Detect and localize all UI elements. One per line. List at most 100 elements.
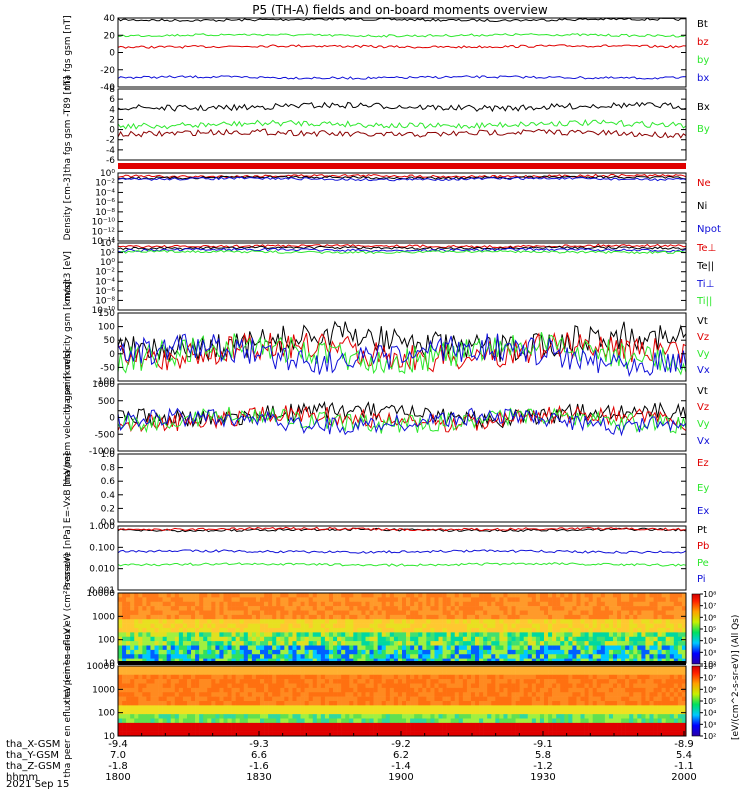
heatmap-cell (170, 593, 176, 598)
heatmap-cell (511, 722, 516, 728)
heatmap-cell (406, 714, 411, 719)
heatmap-cell (264, 649, 269, 655)
heatmap-cell (592, 632, 598, 638)
y-tick-label: 20 (104, 31, 116, 41)
heatmap-cell (308, 696, 314, 702)
heatmap-cell (430, 701, 435, 706)
heatmap-cell (479, 658, 484, 664)
heatmap-cell (255, 601, 261, 607)
heatmap-cell (406, 597, 411, 603)
colorbar-tick-label: 10³ (703, 720, 716, 729)
heatmap-cell (166, 705, 172, 711)
heatmap-cell (621, 709, 626, 715)
heatmap-cell (199, 610, 204, 616)
heatmap-cell (410, 628, 415, 633)
heatmap-cell (458, 645, 464, 651)
heatmap-cell (519, 614, 525, 620)
heatmap-cell (588, 658, 593, 664)
heatmap-cell (219, 641, 224, 646)
heatmap-cell (373, 722, 378, 728)
heatmap-cell (195, 692, 200, 697)
heatmap-cell (341, 649, 346, 655)
heatmap-cell (669, 692, 675, 697)
heatmap-cell (158, 597, 163, 603)
heatmap-cell (118, 645, 123, 651)
heatmap-cell (349, 601, 354, 607)
heatmap-cell (247, 614, 253, 620)
heatmap-cell (373, 714, 378, 719)
heatmap-cell (572, 701, 577, 706)
y-tick-label: 10 (104, 659, 116, 669)
heatmap-cell (470, 701, 476, 706)
heatmap-cell (612, 701, 618, 706)
heatmap-cell (118, 614, 123, 620)
heatmap-cell (324, 696, 330, 702)
heatmap-cell (556, 645, 561, 651)
heatmap-cell (625, 718, 630, 724)
heatmap-cell (600, 731, 606, 737)
heatmap-cell (215, 649, 220, 655)
heatmap-cell (560, 636, 565, 642)
heatmap-cell (483, 636, 488, 642)
heatmap-cell (397, 610, 403, 616)
heatmap-cell (178, 632, 184, 638)
heatmap-cell (657, 722, 662, 728)
heatmap-cell (255, 722, 261, 728)
heatmap-cell (328, 610, 334, 616)
series-vt-line (117, 320, 687, 362)
heatmap-cell (215, 731, 220, 737)
heatmap-cell (337, 705, 342, 711)
heatmap-cell (491, 683, 496, 689)
heatmap-cell (556, 683, 561, 689)
heatmap-cell (633, 619, 638, 624)
heatmap-cell (669, 593, 675, 598)
heatmap-cell (320, 654, 326, 659)
heatmap-cell (166, 593, 172, 598)
heatmap-cell (369, 722, 374, 728)
heatmap-cell (418, 645, 423, 651)
heatmap-cell (276, 645, 281, 651)
heatmap-cell (414, 696, 419, 702)
heatmap-cell (369, 727, 374, 732)
heatmap-cell (231, 714, 236, 719)
heatmap-cell (312, 687, 318, 693)
heatmap-cell (154, 687, 159, 693)
heatmap-cell (673, 670, 679, 676)
heatmap-cell (255, 632, 261, 638)
heatmap-cell (629, 641, 634, 646)
heatmap-cell (544, 619, 549, 624)
heatmap-cell (349, 614, 354, 620)
heatmap-cell (324, 722, 330, 728)
heatmap-cell (341, 593, 346, 598)
heatmap-cell (260, 727, 265, 732)
heatmap-cell (580, 670, 585, 676)
heatmap-cell (296, 632, 301, 638)
heatmap-cell (410, 606, 415, 611)
heatmap-cell (560, 683, 565, 689)
heatmap-cell (637, 674, 642, 680)
heatmap-cell (268, 593, 273, 598)
heatmap-cell (239, 614, 245, 620)
heatmap-cell (227, 674, 232, 680)
heatmap-cell (268, 645, 273, 651)
heatmap-cell (219, 670, 224, 676)
heatmap-cell (341, 679, 346, 684)
heatmap-cell (406, 593, 411, 598)
heatmap-cell (673, 654, 679, 659)
heatmap-cell (466, 674, 472, 680)
heatmap-cell (328, 597, 334, 603)
heatmap-cell (503, 718, 508, 724)
heatmap-cell (247, 687, 253, 693)
heatmap-cell (645, 658, 650, 664)
heatmap-cell (142, 683, 147, 689)
heatmap-cell (596, 619, 602, 624)
heatmap-cell (260, 709, 265, 715)
heatmap-cell (186, 623, 192, 629)
heatmap-cell (223, 606, 228, 611)
heatmap-cell (126, 722, 131, 728)
heatmap-cell (219, 731, 224, 737)
heatmap-cell (556, 614, 561, 620)
heatmap-cell (280, 701, 285, 706)
heatmap-cell (239, 632, 245, 638)
heatmap-cell (211, 601, 216, 607)
